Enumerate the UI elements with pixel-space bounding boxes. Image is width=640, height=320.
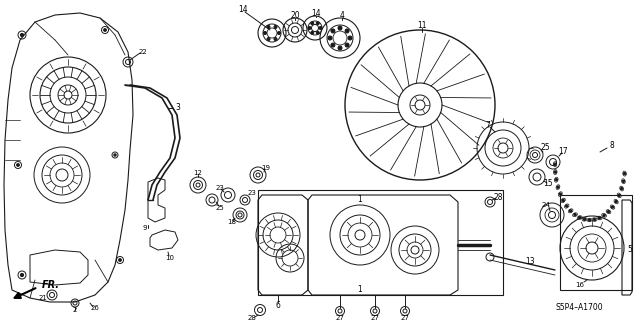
Text: 12: 12	[193, 170, 202, 176]
Text: 5: 5	[628, 245, 632, 254]
Circle shape	[331, 29, 335, 33]
Text: 9: 9	[143, 225, 147, 231]
Circle shape	[593, 218, 596, 221]
Circle shape	[588, 219, 591, 221]
Text: 1: 1	[358, 285, 362, 294]
Circle shape	[308, 27, 311, 29]
Circle shape	[274, 37, 277, 41]
Text: 2: 2	[73, 307, 77, 313]
Text: 19: 19	[262, 165, 271, 171]
Circle shape	[583, 218, 586, 220]
Text: 20: 20	[290, 12, 300, 20]
Text: 14: 14	[238, 5, 248, 14]
Text: 23: 23	[248, 190, 257, 196]
Circle shape	[331, 43, 335, 47]
Text: 27: 27	[401, 315, 410, 320]
Circle shape	[615, 200, 618, 203]
Text: 1: 1	[358, 196, 362, 204]
Circle shape	[557, 186, 559, 188]
Circle shape	[338, 46, 342, 50]
Circle shape	[104, 28, 106, 31]
Circle shape	[348, 36, 352, 40]
Circle shape	[267, 37, 270, 41]
Circle shape	[607, 211, 610, 213]
Text: 27: 27	[335, 315, 344, 320]
Text: 10: 10	[166, 255, 175, 261]
Circle shape	[618, 194, 620, 196]
Circle shape	[554, 163, 556, 165]
Circle shape	[328, 36, 332, 40]
Circle shape	[311, 31, 314, 34]
Circle shape	[345, 43, 349, 47]
Bar	[258, 190, 503, 295]
Circle shape	[559, 193, 561, 195]
Circle shape	[319, 27, 322, 29]
Circle shape	[555, 179, 557, 181]
Text: 28: 28	[493, 193, 503, 202]
Text: 4: 4	[340, 12, 344, 20]
Circle shape	[620, 187, 623, 190]
Text: 25: 25	[216, 205, 225, 211]
Text: S5P4–A1700: S5P4–A1700	[555, 303, 603, 313]
Circle shape	[603, 214, 605, 217]
Text: 3: 3	[175, 103, 180, 113]
Circle shape	[338, 26, 342, 30]
Circle shape	[17, 164, 19, 166]
Text: 8: 8	[610, 140, 614, 149]
Text: 11: 11	[417, 21, 427, 30]
Text: 23: 23	[216, 185, 225, 191]
Text: 6: 6	[276, 300, 280, 309]
Circle shape	[311, 22, 314, 25]
Text: 13: 13	[525, 258, 535, 267]
Text: 28: 28	[248, 315, 257, 320]
Text: 7: 7	[486, 121, 490, 130]
Circle shape	[554, 171, 557, 173]
Bar	[560, 195, 632, 290]
Circle shape	[574, 213, 576, 216]
Circle shape	[345, 29, 349, 33]
Circle shape	[598, 217, 600, 219]
Circle shape	[274, 25, 277, 28]
Circle shape	[623, 172, 626, 175]
Text: 24: 24	[541, 202, 550, 208]
Text: 21: 21	[38, 295, 47, 301]
Circle shape	[316, 31, 319, 34]
Text: 14: 14	[311, 10, 321, 19]
Text: 26: 26	[91, 305, 99, 311]
Circle shape	[20, 273, 24, 276]
Circle shape	[622, 180, 625, 182]
Circle shape	[264, 31, 266, 35]
Text: FR.: FR.	[42, 280, 60, 290]
Circle shape	[611, 206, 614, 208]
Circle shape	[278, 31, 280, 35]
Circle shape	[562, 199, 564, 202]
Circle shape	[114, 154, 116, 156]
Text: 22: 22	[139, 49, 147, 55]
Circle shape	[566, 205, 568, 207]
Text: 16: 16	[575, 282, 584, 288]
Text: 17: 17	[558, 148, 568, 156]
Circle shape	[267, 25, 270, 28]
Text: 27: 27	[371, 315, 380, 320]
Circle shape	[570, 210, 572, 212]
Text: 18: 18	[227, 219, 237, 225]
Text: 15: 15	[543, 180, 553, 188]
Circle shape	[20, 33, 24, 36]
Text: 25: 25	[540, 143, 550, 153]
Circle shape	[579, 216, 581, 219]
Circle shape	[118, 259, 122, 261]
Circle shape	[316, 22, 319, 25]
